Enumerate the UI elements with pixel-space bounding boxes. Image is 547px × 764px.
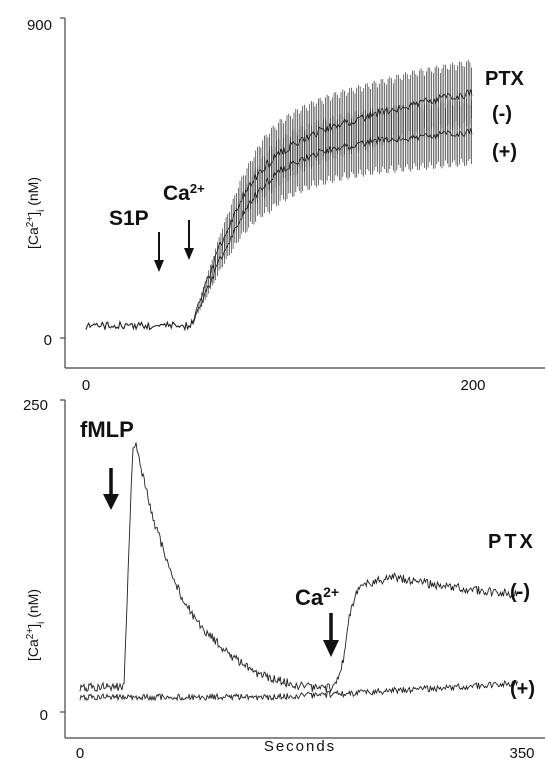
panel-bottom: 250 0 0 350 Seconds [Ca2+]i (nM) fMLP Ca… [23,397,545,762]
legend-title-top: PTX [485,68,525,90]
arrow-ca-top [184,220,194,260]
y-tick-bottom-max: 250 [23,397,48,414]
series-line-top-plus [85,127,473,331]
series-line-bottom-minus [79,442,518,694]
y-tick-top-min: 0 [44,332,52,349]
panel-top: 900 0 0 200 [Ca2+]i (nM) S1P Ca2+ PTX (-… [25,17,545,394]
annotation-fmlp: fMLP [80,417,134,442]
legend-title-bottom: PTX [488,531,536,553]
x-tick-bottom-0: 0 [76,745,84,762]
legend-label-bottom-minus: (-) [510,581,530,603]
error-bars-top [197,59,472,314]
y-tick-bottom-min: 0 [40,707,48,724]
y-axis-label-top: [Ca2+]i (nM) [25,177,47,249]
legend-label-top-minus: (-) [492,103,512,125]
y-tick-top-max: 900 [27,17,52,34]
annotation-ca-top: Ca2+ [163,181,205,206]
legend-label-bottom-plus: (+) [510,678,535,700]
arrow-s1p [154,232,164,272]
y-axis-label-bottom: [Ca2+]i (nM) [25,589,47,661]
x-tick-bottom-350: 350 [509,745,534,762]
arrow-fmlp [103,468,119,510]
series-line-bottom-plus [79,680,518,702]
x-tick-top-0: 0 [82,377,90,394]
annotation-s1p: S1P [109,207,149,230]
annotation-ca-bottom: Ca2+ [295,584,339,610]
arrow-ca-bottom [323,613,339,657]
x-tick-top-200: 200 [460,377,485,394]
x-axis-label-bottom: Seconds [264,738,336,755]
legend-label-top-plus: (+) [492,141,517,163]
